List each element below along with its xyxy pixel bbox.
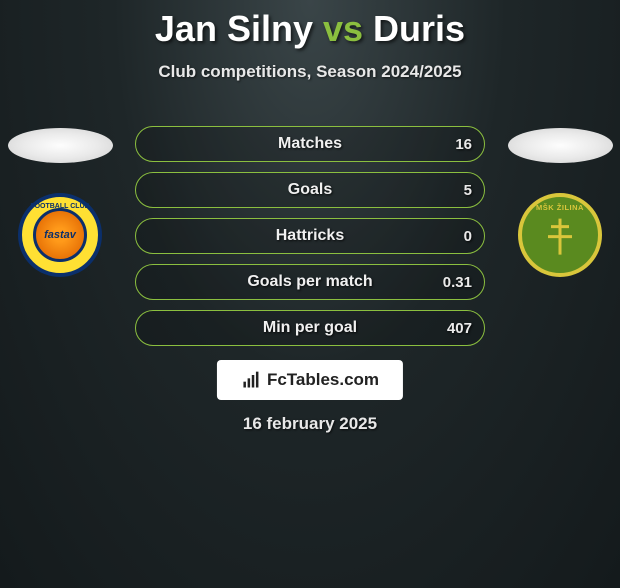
stat-row-gpm: Goals per match 0.31 — [135, 264, 485, 300]
brand-badge[interactable]: FcTables.com — [217, 360, 403, 400]
stat-right-value: 0 — [464, 228, 472, 245]
stat-row-hattricks: Hattricks 0 — [135, 218, 485, 254]
player-right-column: MŠK ŽILINA — [500, 128, 620, 277]
stat-right-value: 0.31 — [443, 274, 472, 291]
brand-text: FcTables.com — [267, 370, 379, 390]
stat-right-value: 5 — [464, 182, 472, 199]
player-left-column: FOOTBALL CLUB fastav — [0, 128, 120, 277]
comparison-title: Jan Silny vs Duris — [0, 8, 620, 50]
subtitle: Club competitions, Season 2024/2025 — [0, 62, 620, 82]
double-cross-icon — [545, 217, 575, 263]
stat-label: Matches — [278, 135, 342, 153]
stat-label: Hattricks — [276, 227, 344, 245]
player2-name: Duris — [373, 8, 465, 49]
badge-zilina-arc-text: MŠK ŽILINA — [522, 203, 598, 212]
badge-zlin-inner: fastav — [33, 208, 87, 262]
date-text: 16 february 2025 — [0, 414, 620, 434]
club-badge-zilina: MŠK ŽILINA — [518, 193, 602, 277]
vs-text: vs — [323, 8, 363, 49]
stat-row-goals: Goals 5 — [135, 172, 485, 208]
player1-name: Jan Silny — [155, 8, 313, 49]
stat-right-value: 407 — [447, 320, 472, 337]
bar-chart-icon — [241, 370, 261, 390]
stat-row-mpg: Min per goal 407 — [135, 310, 485, 346]
stat-label: Goals — [288, 181, 332, 199]
club-badge-zlin: FOOTBALL CLUB fastav — [18, 193, 102, 277]
stat-right-value: 16 — [455, 136, 472, 153]
stat-label: Min per goal — [263, 319, 357, 337]
stats-container: Matches 16 Goals 5 Hattricks 0 Goals per… — [135, 126, 485, 356]
player2-avatar-placeholder — [508, 128, 613, 163]
badge-zlin-center-text: fastav — [44, 229, 76, 241]
player1-avatar-placeholder — [8, 128, 113, 163]
stat-label: Goals per match — [247, 273, 372, 291]
stat-row-matches: Matches 16 — [135, 126, 485, 162]
